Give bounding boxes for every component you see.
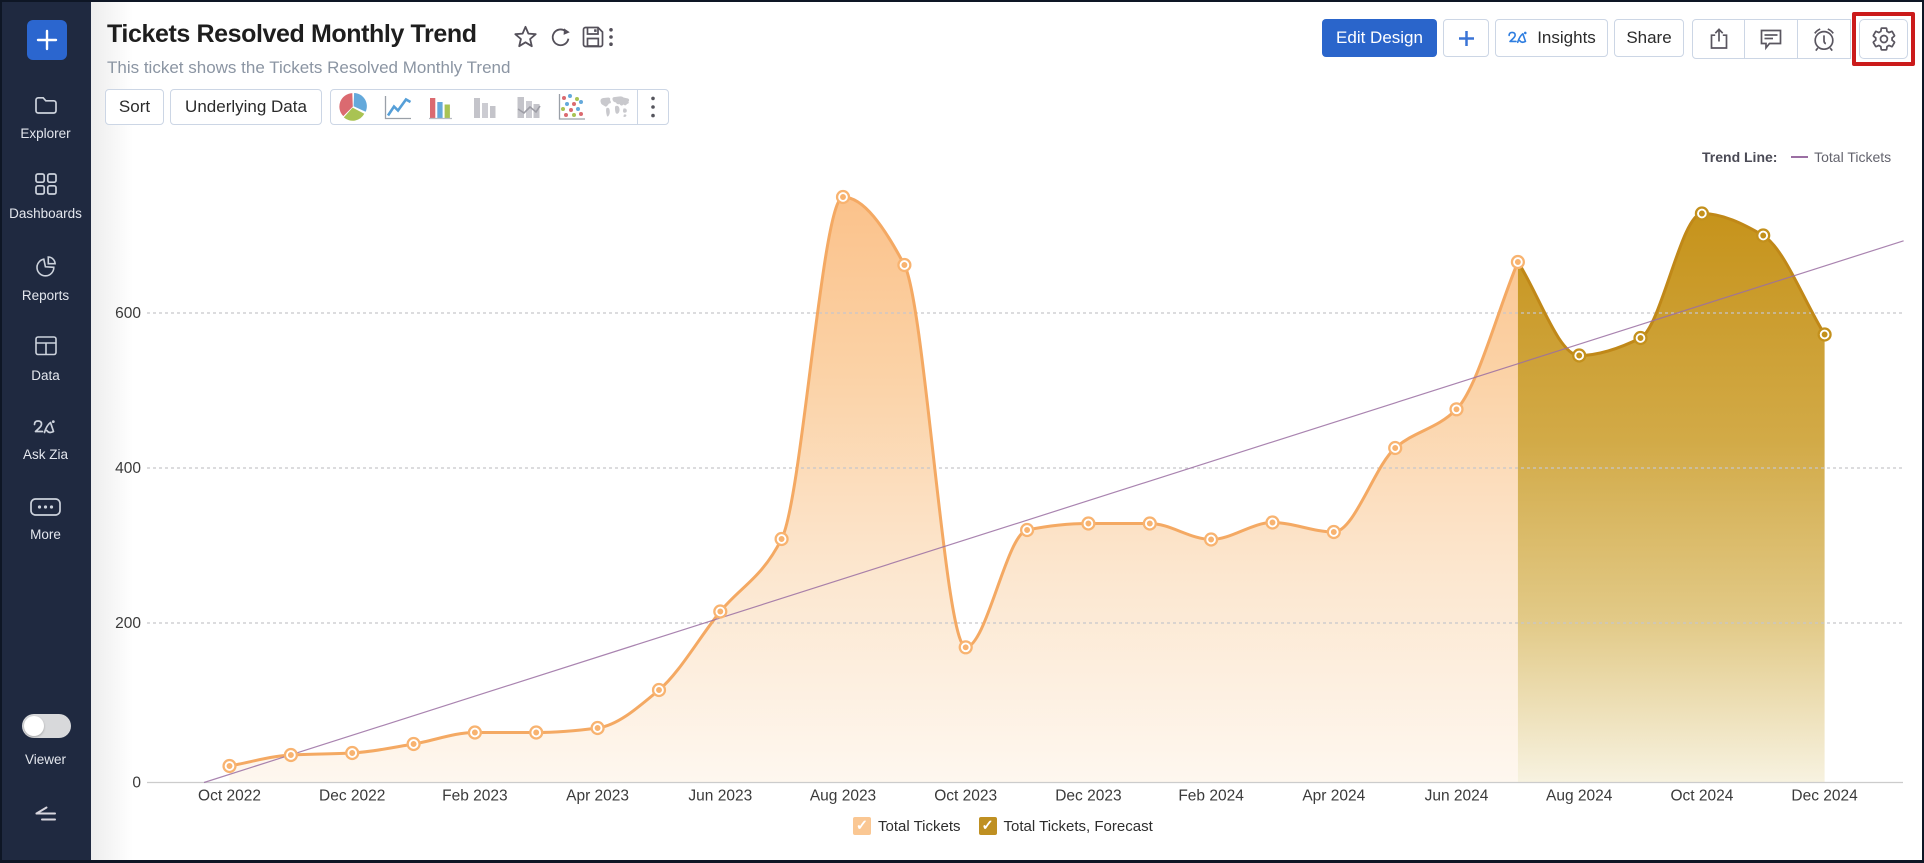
- svg-text:Dec 2022: Dec 2022: [319, 788, 385, 805]
- svg-text:Aug 2023: Aug 2023: [810, 788, 876, 805]
- svg-text:Apr 2024: Apr 2024: [1302, 788, 1365, 805]
- svg-text:Aug 2024: Aug 2024: [1546, 788, 1613, 805]
- svg-text:Apr 2023: Apr 2023: [566, 788, 629, 805]
- svg-text:Jun 2024: Jun 2024: [1425, 788, 1489, 805]
- svg-text:200: 200: [115, 615, 141, 632]
- svg-text:Oct 2022: Oct 2022: [198, 788, 261, 805]
- svg-text:Oct 2023: Oct 2023: [934, 788, 997, 805]
- svg-text:Feb 2024: Feb 2024: [1178, 788, 1244, 805]
- svg-text:Feb 2023: Feb 2023: [442, 788, 508, 805]
- svg-text:Dec 2024: Dec 2024: [1791, 788, 1858, 805]
- svg-text:600: 600: [115, 305, 141, 322]
- svg-text:0: 0: [132, 775, 141, 792]
- svg-text:Jun 2023: Jun 2023: [688, 788, 752, 805]
- svg-text:Dec 2023: Dec 2023: [1055, 788, 1121, 805]
- svg-text:Oct 2024: Oct 2024: [1670, 788, 1733, 805]
- svg-text:400: 400: [115, 460, 141, 477]
